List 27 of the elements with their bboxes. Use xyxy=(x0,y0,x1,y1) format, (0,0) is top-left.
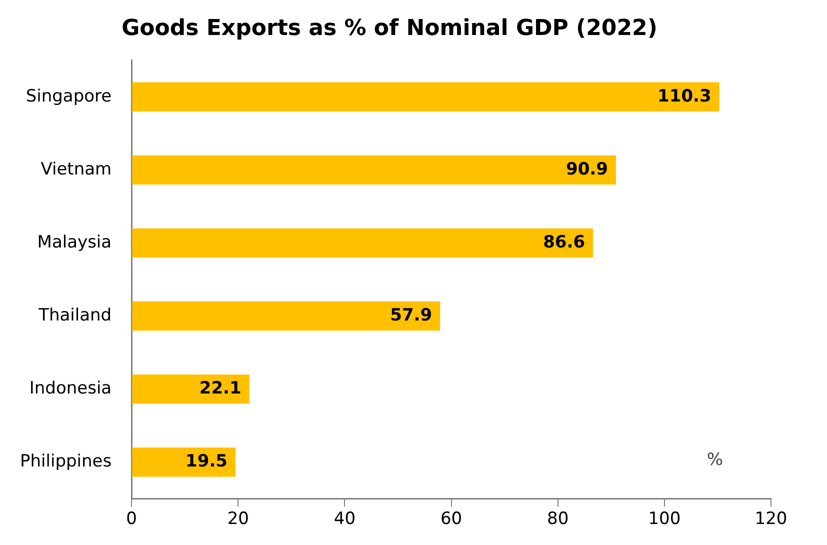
data-label: 86.6 xyxy=(543,232,586,252)
data-label: 57.9 xyxy=(390,305,432,326)
y-tick-label: Indonesia xyxy=(29,378,112,398)
y-tick-label: Philippines xyxy=(20,452,112,472)
x-tick-label: 80 xyxy=(547,509,569,530)
bar xyxy=(132,301,440,331)
x-tick-label: 120 xyxy=(754,509,788,530)
bar xyxy=(132,374,250,404)
y-tick-label: Singapore xyxy=(26,86,112,106)
y-tick-label: Thailand xyxy=(38,305,112,326)
y-tick-label: Malaysia xyxy=(37,232,112,252)
y-tick-label: Vietnam xyxy=(40,159,112,180)
chart-title: Goods Exports as % of Nominal GDP (2022) xyxy=(122,16,658,41)
annotation: % xyxy=(706,450,724,470)
data-label: 110.3 xyxy=(658,86,712,106)
data-label: 19.5 xyxy=(186,452,228,472)
x-tick-label: 40 xyxy=(334,509,356,530)
x-tick-label: 20 xyxy=(227,509,249,530)
x-tick-label: 0 xyxy=(126,509,138,530)
bar xyxy=(132,447,236,477)
bar xyxy=(132,82,720,112)
bar xyxy=(132,155,616,185)
x-tick-label: 100 xyxy=(648,509,681,530)
data-label: 22.1 xyxy=(199,378,242,398)
bar xyxy=(132,228,594,258)
x-tick-label: 60 xyxy=(440,509,462,530)
data-label: 90.9 xyxy=(566,159,608,180)
